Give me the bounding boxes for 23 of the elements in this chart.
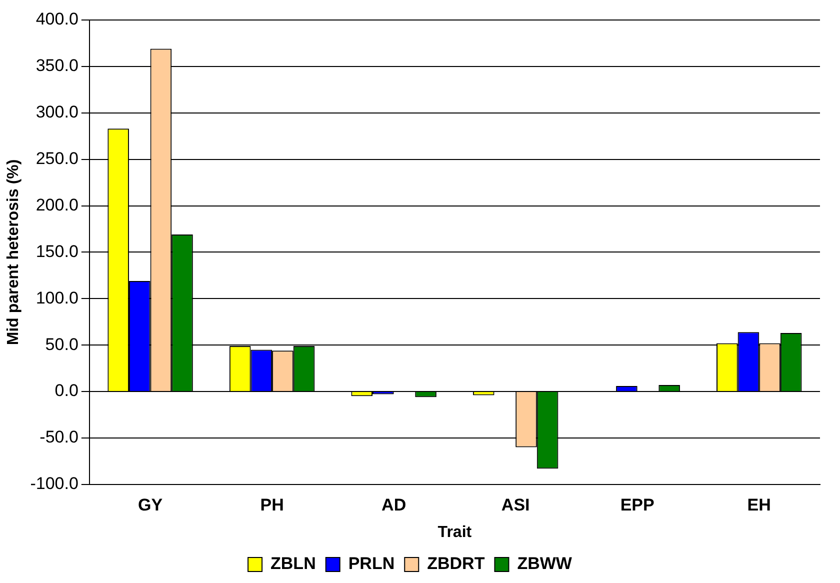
x-tick-label: PH bbox=[260, 495, 284, 514]
x-tick-label: EPP bbox=[620, 495, 654, 514]
y-axis-title: Mid parent heterosis (%) bbox=[5, 159, 22, 346]
x-tick-label: ASI bbox=[501, 495, 530, 514]
y-tick-label: 0.0 bbox=[54, 381, 78, 400]
y-tick-label: 250.0 bbox=[36, 149, 78, 168]
y-tick-label: -100.0 bbox=[30, 474, 78, 494]
legend-label: ZBWW bbox=[517, 554, 573, 574]
x-tick-label: AD bbox=[382, 495, 406, 514]
x-tick-label: GY bbox=[138, 495, 164, 514]
legend-label: PRLN bbox=[348, 554, 395, 574]
y-tick-label: 200.0 bbox=[36, 195, 78, 214]
x-axis-title: Trait bbox=[438, 524, 472, 541]
y-tick-label: 50.0 bbox=[45, 334, 78, 354]
y-tick-label: -50.0 bbox=[40, 428, 78, 447]
y-tick-label: 300.0 bbox=[36, 102, 78, 122]
y-tick-label: 350.0 bbox=[36, 56, 78, 76]
legend-label: ZBDRT bbox=[427, 554, 486, 574]
x-tick-label: EH bbox=[747, 495, 771, 514]
y-tick-label: 400.0 bbox=[36, 10, 78, 29]
y-tick-label: 100.0 bbox=[36, 288, 78, 308]
legend-label: ZBLN bbox=[270, 554, 316, 574]
y-tick-label: 150.0 bbox=[36, 242, 78, 261]
